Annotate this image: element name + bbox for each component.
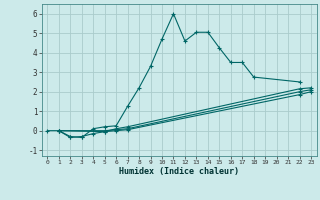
X-axis label: Humidex (Indice chaleur): Humidex (Indice chaleur) [119,167,239,176]
